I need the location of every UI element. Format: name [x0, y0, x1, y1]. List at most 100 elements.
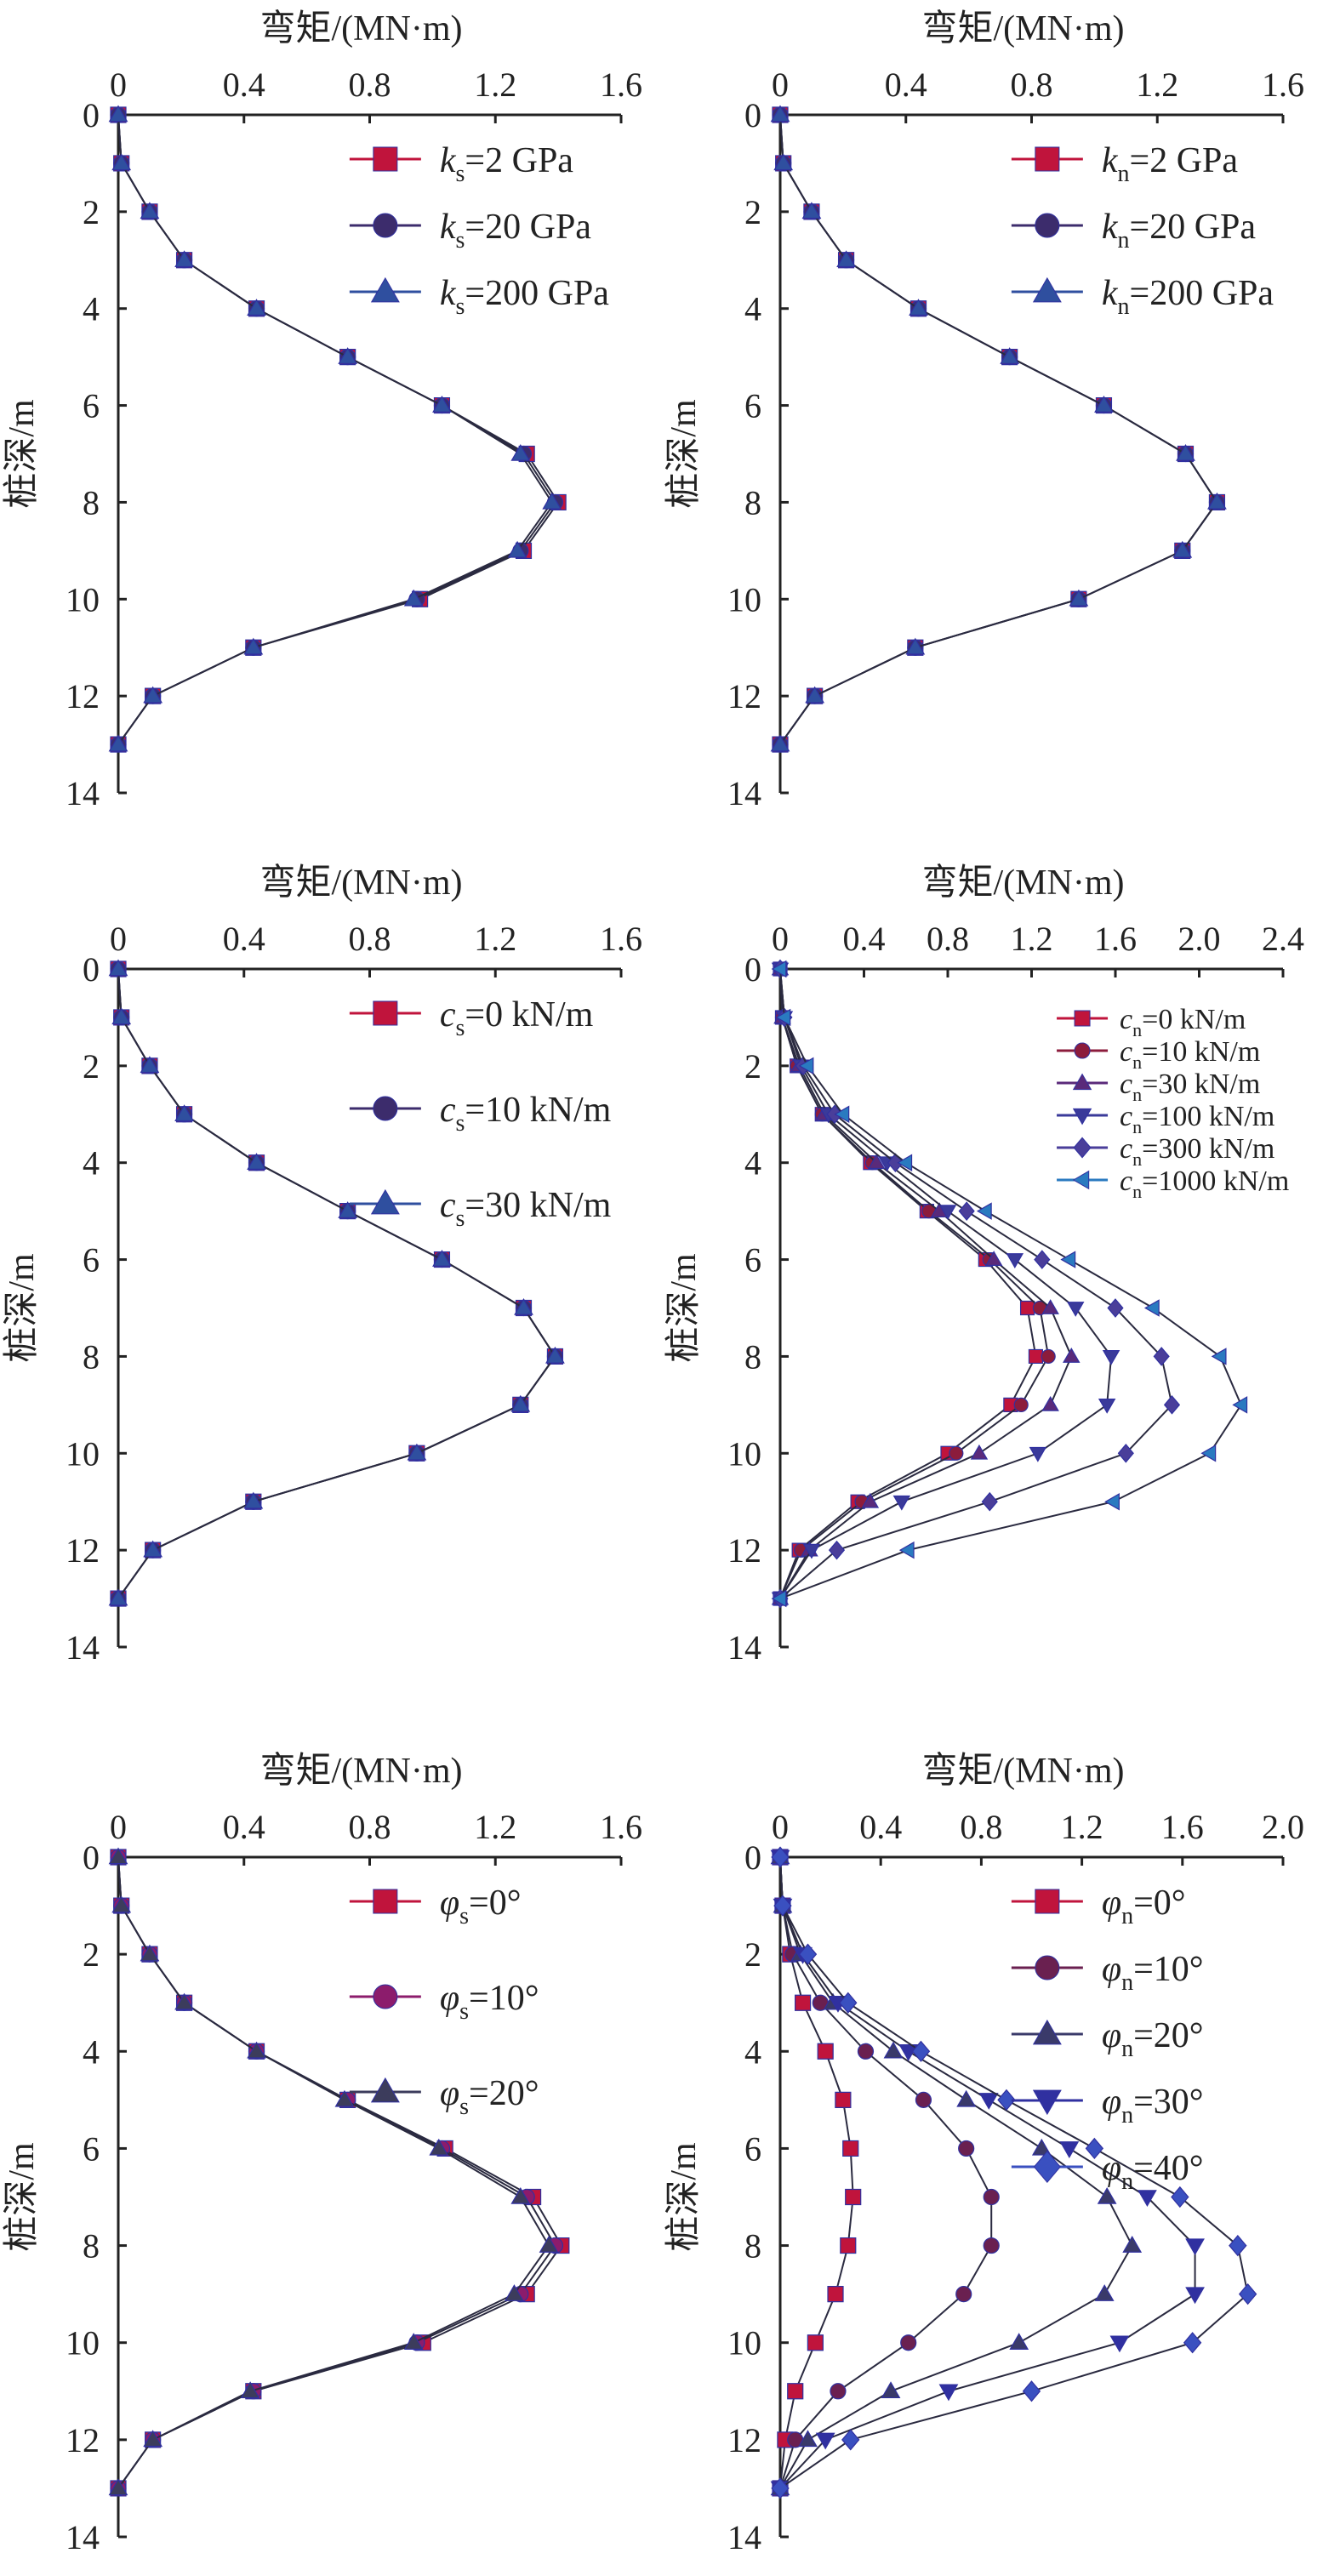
y-tick-label: 12: [727, 677, 761, 715]
data-point-triangle-up: [247, 2041, 266, 2059]
data-point-triangle-up: [108, 1847, 128, 1865]
legend-text: =20°: [1133, 2016, 1203, 2055]
y-tick-label: 12: [727, 2421, 761, 2459]
x-tick-label: 2.0: [1262, 1808, 1304, 1846]
data-point-circle: [1013, 1397, 1029, 1412]
data-point-triangle-up: [1009, 2333, 1029, 2350]
data-point-triangle-up: [801, 202, 822, 219]
legend: φs=0°φs=10°φs=20°: [349, 1884, 539, 2120]
data-point-triangle-up: [429, 2138, 449, 2156]
x-tick-label: 0: [110, 1808, 127, 1846]
data-point-triangle-left: [1211, 1348, 1227, 1365]
data-point-square: [827, 2286, 844, 2303]
series-2: [110, 106, 564, 753]
data-point-triangle-up: [510, 443, 531, 461]
legend-label: φs=0°: [440, 1884, 522, 1929]
data-point-triangle-up: [510, 1394, 531, 1412]
legend-label: φn=30°: [1102, 2083, 1204, 2129]
y-tick-label: 8: [744, 483, 761, 521]
data-point-triangle-up: [243, 637, 264, 655]
legend-label: cn=30 kN/m: [1120, 1069, 1260, 1105]
y-tick-label: 14: [727, 774, 761, 812]
y-tick-label: 0: [744, 96, 761, 134]
data-point-triangle-up: [956, 2089, 977, 2107]
legend-label: φs=10°: [440, 1979, 539, 2025]
data-point-square: [807, 2334, 824, 2351]
legend-subscript: n: [1132, 1181, 1142, 1202]
y-tick-label: 4: [744, 1144, 761, 1183]
series-3: [108, 1847, 559, 2496]
data-point-diamond: [1034, 1250, 1051, 1269]
legend-subscript: n: [1121, 2169, 1133, 2195]
data-point-triangle-left: [1060, 1251, 1076, 1268]
x-tick-label: 1.6: [1262, 66, 1304, 104]
data-point-triangle-left: [771, 1589, 787, 1608]
x-tick-label: 0: [110, 920, 127, 958]
data-point-triangle-down: [978, 2093, 999, 2110]
legend-label: φn=40°: [1102, 2149, 1204, 2195]
y-tick-label: 0: [83, 96, 100, 134]
legend-marker-diamond: [1073, 1137, 1092, 1159]
legend-text: =0 kN/m: [465, 995, 593, 1034]
legend-label: cn=1000 kN/m: [1120, 1165, 1289, 1202]
data-point-triangle-up: [510, 2186, 531, 2204]
data-point-triangle-up: [403, 2333, 424, 2350]
chart-panel-2: 0 0.4 0.8 1.2 1.602468101214弯矩/(MN·m)桩深/mkn=…: [664, 9, 1304, 812]
x-axis-title: 弯矩/(MN·m): [922, 1751, 1125, 1791]
y-tick-label: 2: [744, 1047, 761, 1086]
x-tick-label: 0.4: [223, 920, 265, 958]
y-tick-label: 14: [66, 1628, 100, 1667]
chart-panel-1: 0 0.4 0.8 1.2 1.602468101214弯矩/(MN·m)桩深/mks=…: [3, 9, 642, 812]
data-point-triangle-up: [108, 105, 128, 123]
legend-marker-square: [1074, 1010, 1091, 1027]
data-point-triangle-left: [1104, 1492, 1120, 1511]
data-point-triangle-left: [1232, 1396, 1248, 1414]
data-point-triangle-down: [1185, 2287, 1205, 2305]
legend: φn=0°φn=10°φn=20°φn=30°φn=40°: [1011, 1884, 1204, 2195]
legend-label: cn=100 kN/m: [1120, 1101, 1274, 1137]
y-axis-title: 桩深/m: [3, 399, 42, 509]
legend-label: cs=0 kN/m: [440, 995, 594, 1041]
legend-marker-circle: [1074, 1042, 1091, 1059]
legend-subscript: n: [1132, 1051, 1142, 1073]
y-tick-label: 6: [83, 2129, 100, 2168]
legend-text: =10°: [469, 1979, 539, 2018]
data-point-diamond: [1171, 2186, 1189, 2208]
series-line: [779, 968, 1050, 1599]
x-tick-label: 0.8: [349, 66, 391, 104]
legend-subscript: n: [1118, 294, 1130, 320]
series-1: [110, 106, 567, 753]
series-2: [772, 106, 1226, 753]
data-point-triangle-up: [1094, 2284, 1115, 2301]
data-point-triangle-up: [868, 1154, 886, 1170]
legend-var: c: [1120, 1004, 1132, 1035]
series-1: [772, 106, 1226, 753]
x-tick-label: 1.2: [474, 66, 516, 104]
series-3: [770, 1847, 1143, 2496]
data-point-triangle-left: [1200, 1445, 1217, 1462]
series-1: [772, 1849, 862, 2497]
y-axis-title: 桩深/m: [664, 399, 704, 509]
data-point-circle: [857, 2043, 875, 2060]
legend-subscript: n: [1132, 1084, 1142, 1105]
x-tick-label: 1.2: [474, 1808, 516, 1846]
data-point-diamond: [771, 2477, 790, 2499]
data-point-triangle-up: [1207, 492, 1227, 510]
y-tick-label: 12: [66, 2421, 100, 2459]
legend-subscript: n: [1118, 227, 1130, 254]
y-tick-label: 2: [744, 193, 761, 231]
y-tick-label: 2: [83, 1935, 100, 1974]
legend-text: =30°: [1133, 2083, 1203, 2122]
x-axis-title: 弯矩/(MN·m): [260, 1751, 463, 1791]
data-point-square: [835, 2091, 852, 2108]
x-tick-label: 2.4: [1262, 920, 1304, 958]
data-point-triangle-down: [1109, 2335, 1130, 2353]
legend-var: φ: [440, 1884, 459, 1923]
data-point-triangle-up: [334, 2089, 355, 2107]
y-tick-label: 14: [727, 1628, 761, 1667]
data-point-triangle-up: [905, 637, 926, 655]
legend-subscript: n: [1121, 2036, 1133, 2062]
legend-var: c: [440, 1091, 456, 1130]
series-6: [771, 960, 1248, 1608]
